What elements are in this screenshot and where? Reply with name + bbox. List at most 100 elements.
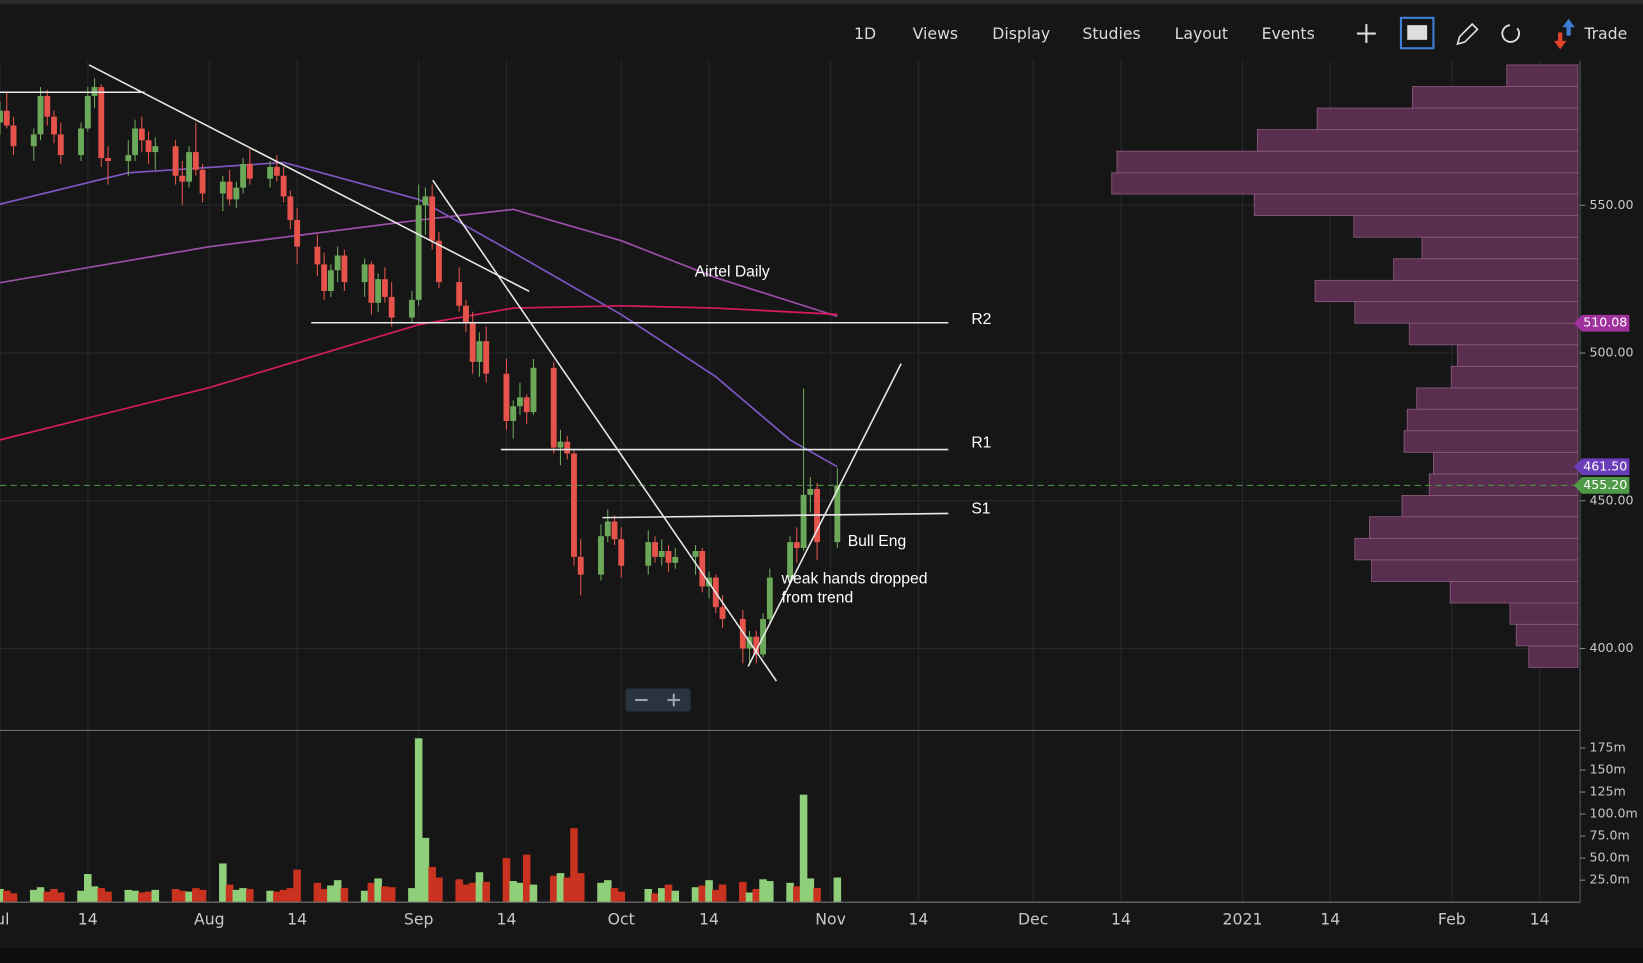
profile-bar <box>1412 86 1579 109</box>
volume-bar <box>462 884 470 903</box>
candle-body <box>37 95 44 135</box>
volume-tick-label: 175m <box>1590 739 1626 754</box>
x-tick-label: 14 <box>1320 910 1340 929</box>
volume-bar <box>360 890 369 903</box>
comment-tool[interactable] <box>1399 16 1435 50</box>
candle-body <box>469 323 476 362</box>
price-badge <box>1573 477 1630 494</box>
candle-body <box>152 146 159 153</box>
volume-bar <box>97 888 106 903</box>
candle-body <box>361 264 368 283</box>
candle-body <box>186 152 193 182</box>
volume-bar <box>138 892 146 903</box>
profile-bar <box>1393 258 1579 281</box>
candle-body <box>435 240 442 283</box>
volume-bar <box>698 885 707 903</box>
volume-bar <box>327 885 335 903</box>
candle-body <box>44 95 51 117</box>
volume-bar <box>603 880 612 903</box>
candle-body <box>51 116 57 135</box>
volume-bar <box>192 888 200 903</box>
volume-tick-label: 125m <box>1590 784 1626 799</box>
x-tick-label: 14 <box>496 910 516 929</box>
volume-bar <box>0 888 4 903</box>
candle-body <box>611 521 618 540</box>
profile-bar <box>1428 473 1579 496</box>
volume-bar <box>813 888 821 903</box>
zoom-control <box>625 688 691 712</box>
volume-bar <box>144 891 153 903</box>
volume-bar <box>185 891 193 903</box>
volume-bar <box>468 882 477 903</box>
candle-body <box>618 539 625 566</box>
x-tick-label: Aug <box>194 910 225 929</box>
candle-body <box>381 279 388 297</box>
profile-bar <box>1403 430 1579 453</box>
candle-body <box>429 196 436 241</box>
bottom-strip <box>0 948 1643 963</box>
volume-bar <box>428 866 436 903</box>
volume-bar <box>549 875 558 903</box>
volume-bar <box>610 888 619 903</box>
candle-body <box>598 536 604 575</box>
candle-body <box>246 163 253 179</box>
candle-body <box>604 521 611 537</box>
toolbar-button[interactable]: Layout <box>1175 24 1228 43</box>
candle-body <box>10 125 17 147</box>
candle-body <box>138 128 145 141</box>
toolbar-button[interactable]: 1D <box>854 24 876 43</box>
candle-body <box>699 551 706 587</box>
profile-bar <box>1116 150 1579 174</box>
volume-profile <box>1111 64 1579 668</box>
trend-line <box>747 363 902 667</box>
toolbar-button[interactable]: Studies <box>1082 24 1140 43</box>
volume-bar <box>273 891 281 903</box>
price-badge-label: 461.50 <box>1583 458 1627 473</box>
volume-bar <box>367 882 376 903</box>
candle-body <box>463 305 469 324</box>
trade-button[interactable]: Trade <box>1583 24 1627 43</box>
volume-bar <box>266 890 274 903</box>
y-tick-label: 500.00 <box>1590 345 1634 360</box>
candle-body <box>233 187 240 200</box>
volume-bar <box>171 888 180 903</box>
volume-bar <box>84 874 92 903</box>
candle-body <box>334 255 341 271</box>
volume-bar <box>219 863 227 903</box>
volume-bar <box>664 884 673 903</box>
toolbar-button[interactable]: Display <box>992 24 1050 43</box>
toolbar-button[interactable]: Events <box>1262 24 1315 43</box>
volume-tick-label: 150m <box>1590 762 1626 777</box>
profile-bar <box>1401 495 1579 518</box>
annotation: S1 <box>971 500 990 517</box>
candle-body <box>368 264 375 303</box>
draw-tool[interactable] <box>1456 22 1479 46</box>
candle-body <box>294 220 301 247</box>
volume-bar <box>313 882 322 903</box>
volume-bar <box>786 882 794 903</box>
candle-body <box>753 636 760 655</box>
volume-bar <box>421 837 430 903</box>
volume-bar <box>43 891 52 903</box>
volume-bar <box>644 888 653 903</box>
volume-bar <box>279 889 288 903</box>
volume-bar <box>340 888 349 903</box>
trend-line <box>88 64 530 293</box>
profile-bar <box>1256 129 1579 152</box>
volume-tick-label: 75.0m <box>1590 828 1630 843</box>
volume-bar <box>759 879 767 903</box>
volume-bar <box>320 888 328 903</box>
volume-bar <box>570 828 578 903</box>
profile-bar <box>1416 387 1579 410</box>
candle-body <box>30 134 37 147</box>
candle-body <box>192 152 199 170</box>
candle-body <box>375 279 382 303</box>
volume-bar <box>563 877 571 903</box>
volume-bar <box>36 887 45 903</box>
candle-body <box>327 270 334 291</box>
candle-body <box>145 140 152 153</box>
toolbar-button[interactable]: Views <box>913 24 958 43</box>
reset-tool[interactable] <box>1501 24 1520 43</box>
candle-body <box>0 110 3 123</box>
